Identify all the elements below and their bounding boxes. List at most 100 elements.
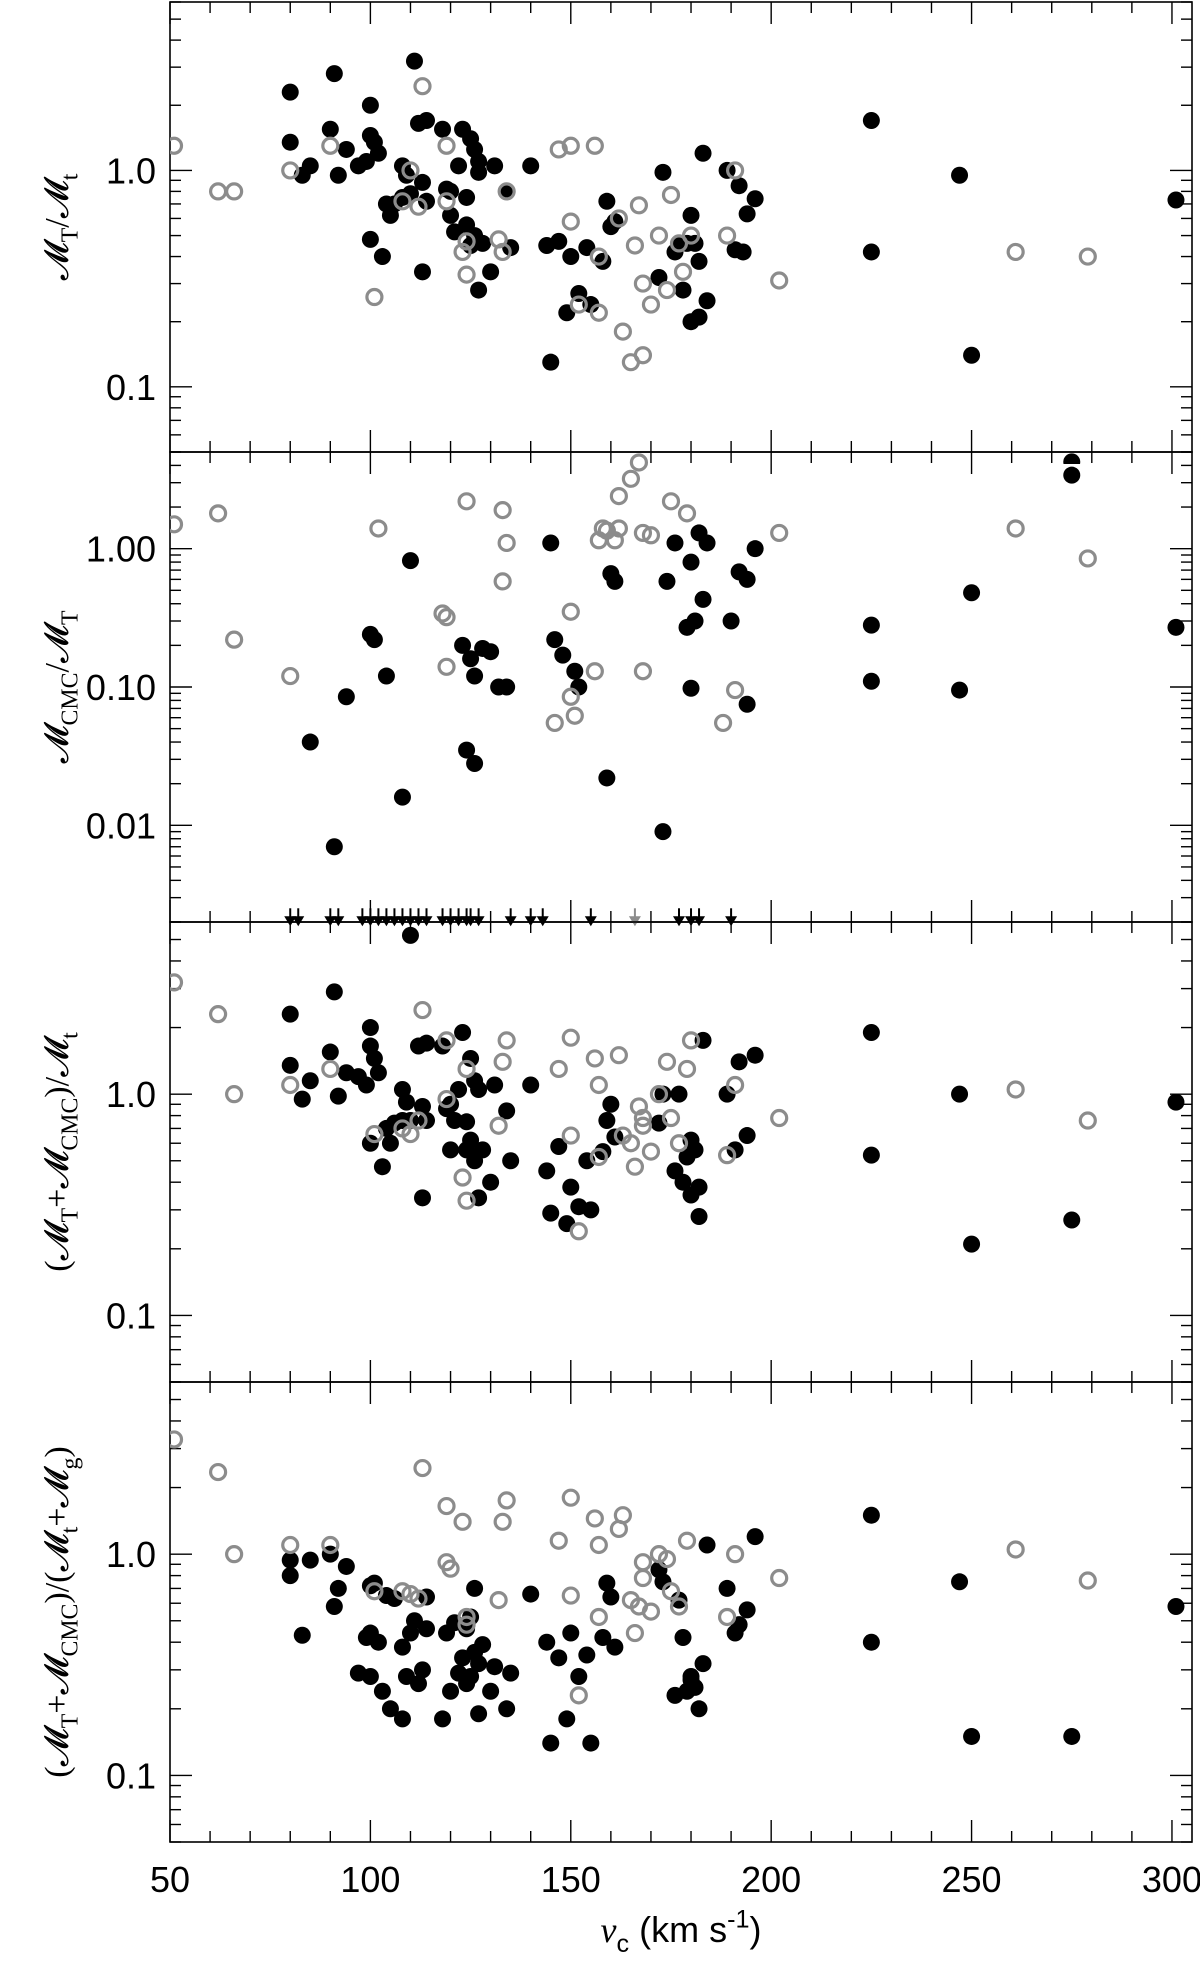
- open-point: [493, 1512, 512, 1531]
- filled-point: [361, 1134, 379, 1152]
- y-tick-label: 0.1: [106, 367, 156, 408]
- filled-point: [726, 1141, 744, 1159]
- filled-point: [357, 1076, 375, 1094]
- filled-point: [325, 1597, 343, 1615]
- filled-point: [401, 926, 419, 944]
- open-point: [497, 1031, 516, 1050]
- open-point: [673, 262, 693, 281]
- filled-point: [862, 672, 880, 690]
- open-point: [497, 182, 516, 201]
- filled-point: [466, 667, 484, 685]
- open-point: [457, 265, 476, 284]
- x-axis-title-part: c: [617, 1930, 630, 1958]
- open-point: [433, 604, 452, 623]
- y-axis-title-part: 𝓜: [39, 722, 76, 764]
- open-point: [717, 1146, 737, 1165]
- filled-point: [369, 1633, 387, 1651]
- open-point: [545, 713, 564, 733]
- filled-point: [329, 1579, 347, 1597]
- filled-point: [951, 1573, 969, 1591]
- open-point: [437, 136, 456, 155]
- filled-point: [470, 1655, 488, 1673]
- open-point: [613, 1506, 632, 1525]
- open-point: [365, 1124, 384, 1144]
- filled-point: [397, 1093, 415, 1111]
- filled-point: [658, 572, 676, 590]
- open-point: [681, 1031, 701, 1050]
- y-tick-label: 0.01: [86, 805, 156, 846]
- open-point: [453, 242, 472, 262]
- filled-point: [666, 534, 684, 552]
- open-point: [661, 1582, 681, 1601]
- filled-point: [522, 1076, 540, 1094]
- filled-point: [730, 177, 748, 195]
- open-point: [609, 1046, 628, 1065]
- filled-point: [542, 1204, 560, 1222]
- y-axis-title-part: CMC: [58, 1604, 84, 1657]
- filled-point: [690, 252, 708, 270]
- open-point: [409, 1589, 428, 1608]
- y-tick-label: 1.0: [106, 150, 156, 191]
- open-point: [649, 226, 669, 245]
- y-axis-title-part: +𝓜: [39, 1466, 76, 1527]
- x-tick-label: 50: [150, 1859, 190, 1900]
- filled-point: [401, 185, 419, 203]
- filled-point: [454, 1023, 472, 1041]
- y-axis-title-part: )/(𝓜: [39, 1529, 76, 1603]
- filled-point: [498, 1700, 516, 1718]
- open-point: [281, 1075, 300, 1095]
- open-point: [661, 1108, 681, 1128]
- filled-point: [542, 534, 560, 552]
- filled-point: [738, 1601, 756, 1619]
- open-point: [489, 1116, 508, 1135]
- open-point: [669, 1597, 689, 1616]
- open-point: [457, 492, 476, 511]
- y-axis-title-part: CMC: [58, 1098, 84, 1151]
- filled-point: [470, 281, 488, 299]
- open-point: [649, 1085, 669, 1104]
- open-point: [657, 1052, 677, 1071]
- filled-point: [558, 1710, 576, 1728]
- filled-point: [361, 1667, 379, 1685]
- filled-point: [413, 1661, 431, 1679]
- open-point: [726, 161, 745, 180]
- filled-point: [385, 1590, 403, 1608]
- filled-point: [301, 1072, 319, 1090]
- filled-point: [405, 52, 423, 70]
- filled-point: [562, 1624, 580, 1642]
- filled-point: [301, 157, 319, 175]
- points: [170, 973, 1185, 1253]
- open-point: [437, 1031, 456, 1050]
- open-point: [629, 453, 649, 472]
- filled-point: [361, 230, 379, 248]
- open-point: [609, 486, 628, 506]
- filled-point: [738, 695, 756, 713]
- filled-point: [722, 612, 740, 630]
- y-axis-title: (𝓜T+𝓜CMC)/𝓜t: [39, 1032, 84, 1272]
- open-point: [208, 504, 228, 523]
- open-point: [621, 1134, 641, 1153]
- filled-point: [450, 157, 468, 175]
- open-point: [589, 1147, 608, 1167]
- filled-point: [606, 1638, 624, 1656]
- open-point: [493, 572, 512, 591]
- x-axis-title-part: (km s: [629, 1909, 727, 1950]
- filled-point: [442, 1682, 460, 1700]
- open-point: [1078, 1111, 1097, 1130]
- open-point: [409, 1111, 428, 1130]
- open-point: [629, 196, 649, 215]
- open-point: [569, 1686, 588, 1705]
- points: [170, 1430, 1185, 1752]
- open-point: [561, 1586, 580, 1605]
- filled-point: [377, 667, 395, 685]
- y-axis-title-part: t: [58, 173, 84, 180]
- filled-point: [562, 248, 580, 266]
- open-point: [170, 136, 184, 155]
- filled-point: [454, 636, 472, 654]
- open-point: [726, 680, 745, 700]
- filled-point: [746, 540, 764, 558]
- open-point: [1078, 247, 1097, 266]
- filled-point: [746, 1046, 764, 1064]
- open-point: [609, 519, 628, 538]
- y-tick-label: 1.0: [106, 1534, 156, 1575]
